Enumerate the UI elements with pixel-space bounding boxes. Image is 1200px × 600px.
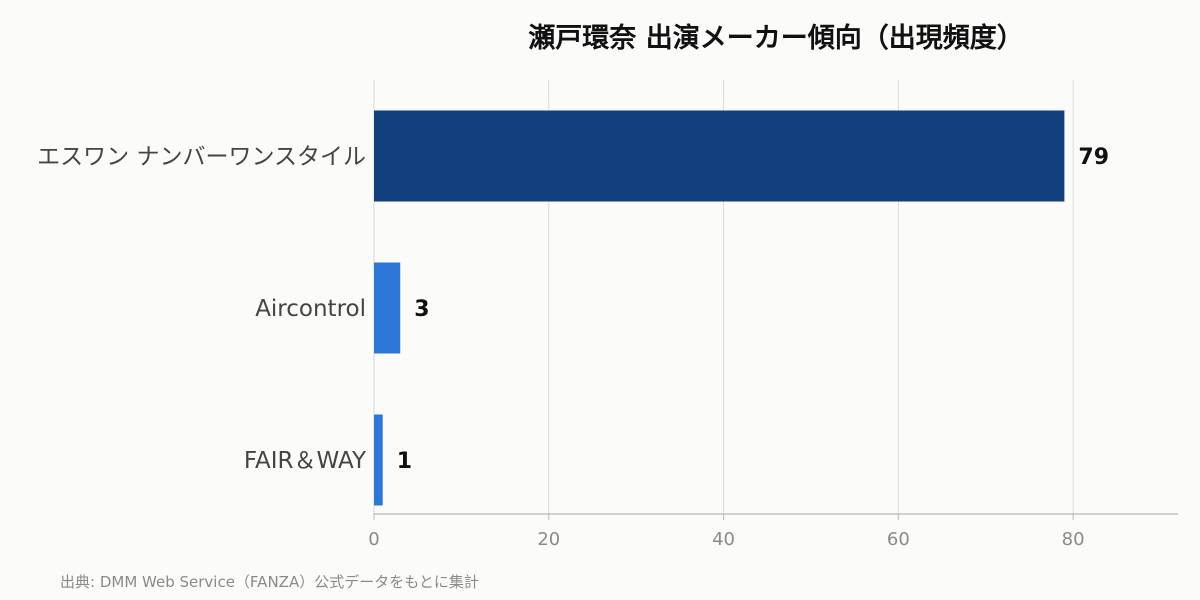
category-label: Aircontrol (255, 296, 366, 322)
source-note: 出典: DMM Web Service（FANZA）公式データをもとに集計 (60, 573, 479, 591)
x-tick-label: 60 (887, 529, 910, 550)
category-label: FAIR＆WAY (244, 448, 367, 474)
value-label: 79 (1078, 145, 1109, 170)
category-label: エスワン ナンバーワンスタイル (37, 144, 366, 170)
x-tick-label: 40 (712, 529, 735, 550)
x-tick-label: 80 (1062, 529, 1085, 550)
chart-title: 瀬戸環奈 出演メーカー傾向（出現頻度） (528, 23, 1024, 54)
value-label: 1 (397, 449, 412, 474)
bar (374, 110, 1065, 202)
value-label: 3 (414, 297, 429, 322)
bar (374, 414, 383, 506)
x-tick-label: 20 (537, 529, 560, 550)
bar (374, 262, 401, 354)
x-axis: 0 20 40 60 80 (368, 513, 1178, 550)
bars (374, 110, 1065, 506)
x-tick-label: 0 (368, 529, 379, 550)
labels: エスワン ナンバーワンスタイル 79 Aircontrol 3 FAIR＆WAY 1 (37, 144, 1109, 474)
